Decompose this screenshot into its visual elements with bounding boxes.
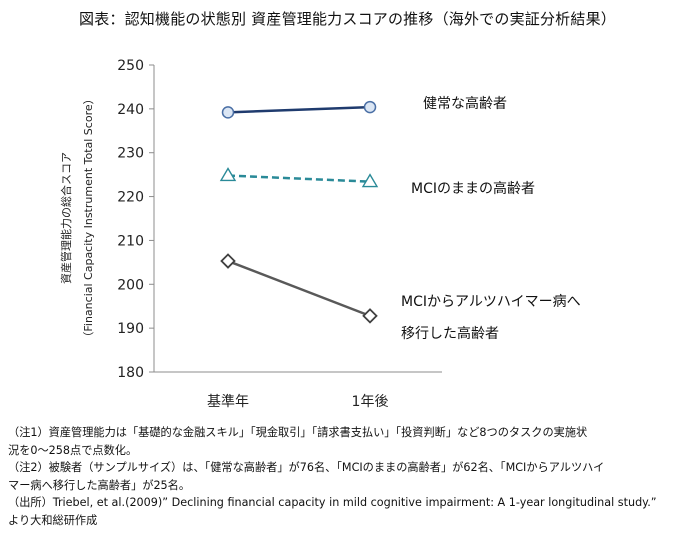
note-2b: マー病へ移行した高齢者」が25名。 — [8, 478, 191, 492]
y-tick-label: 240 — [117, 102, 144, 118]
y-axis-label-line1: 資産管理能力の総合スコア — [59, 152, 73, 284]
chart-axes — [149, 64, 442, 373]
y-tick-label: 230 — [117, 146, 144, 162]
x-tick-label: 基準年 — [207, 393, 249, 410]
y-tick-label: 190 — [117, 321, 144, 337]
note-2a: （注2）被験者（サンプルサイズ）は、「健常な高齢者」が76名、「MCIのままの高… — [8, 461, 605, 474]
x-tick-label: 1年後 — [352, 394, 389, 410]
y-tick-label: 200 — [117, 277, 144, 293]
data-point-circle — [363, 100, 377, 114]
note-1a: （注1）資産管理能力は「基礎的な金融スキル」「現金取引」「請求書支払い」「投資判… — [8, 426, 588, 439]
x-tick-labels: 基準年 1年後 — [207, 393, 388, 410]
data-point-triangle — [361, 173, 379, 188]
y-tick-label: 210 — [117, 233, 144, 249]
data-point-diamond — [220, 253, 236, 269]
series-line-1 — [227, 105, 371, 114]
chart-title: 図表：認知機能の状態別 資産管理能力スコアの推移（海外での実証分析結果） — [79, 10, 616, 28]
y-axis-label: 資産管理能力の総合スコア （Financial Capacity Instrum… — [59, 93, 95, 342]
series-lines — [227, 105, 371, 318]
series-label-3: 移行した高齢者 — [401, 325, 499, 342]
series-markers — [219, 100, 379, 324]
note-1b: 況を0～258点で点数化。 — [8, 443, 138, 457]
source-line: （出所）Triebel, et al.(2009)” Declining fin… — [8, 496, 657, 509]
line-chart: 180 190 200 210 220 230 240 250 基準年 1年後 資産管理能力の総… — [59, 58, 581, 410]
y-tick-labels: 180 190 200 210 220 230 240 250 — [117, 58, 144, 381]
y-axis-label-line2: （Financial Capacity Instrument Total Sco… — [82, 93, 95, 342]
series-line-2 — [227, 174, 371, 183]
notes: （注1）資産管理能力は「基礎的な金融スキル」「現金取引」「請求書支払い」「投資判… — [8, 424, 692, 529]
series-label-3: MCIからアルツハイマー病へ — [401, 294, 581, 310]
series-line-3 — [227, 259, 371, 318]
data-point-triangle — [219, 167, 237, 182]
series-label-2: MCIのままの高齢者 — [411, 180, 535, 197]
y-tick-label: 220 — [117, 190, 144, 206]
data-point-diamond — [362, 308, 378, 324]
data-point-circle — [221, 106, 235, 119]
source-credit: より大和総研作成 — [8, 513, 98, 527]
y-tick-label: 180 — [117, 365, 144, 381]
y-tick-label: 250 — [117, 58, 144, 74]
series-label-1: 健常な高齢者 — [423, 95, 507, 112]
